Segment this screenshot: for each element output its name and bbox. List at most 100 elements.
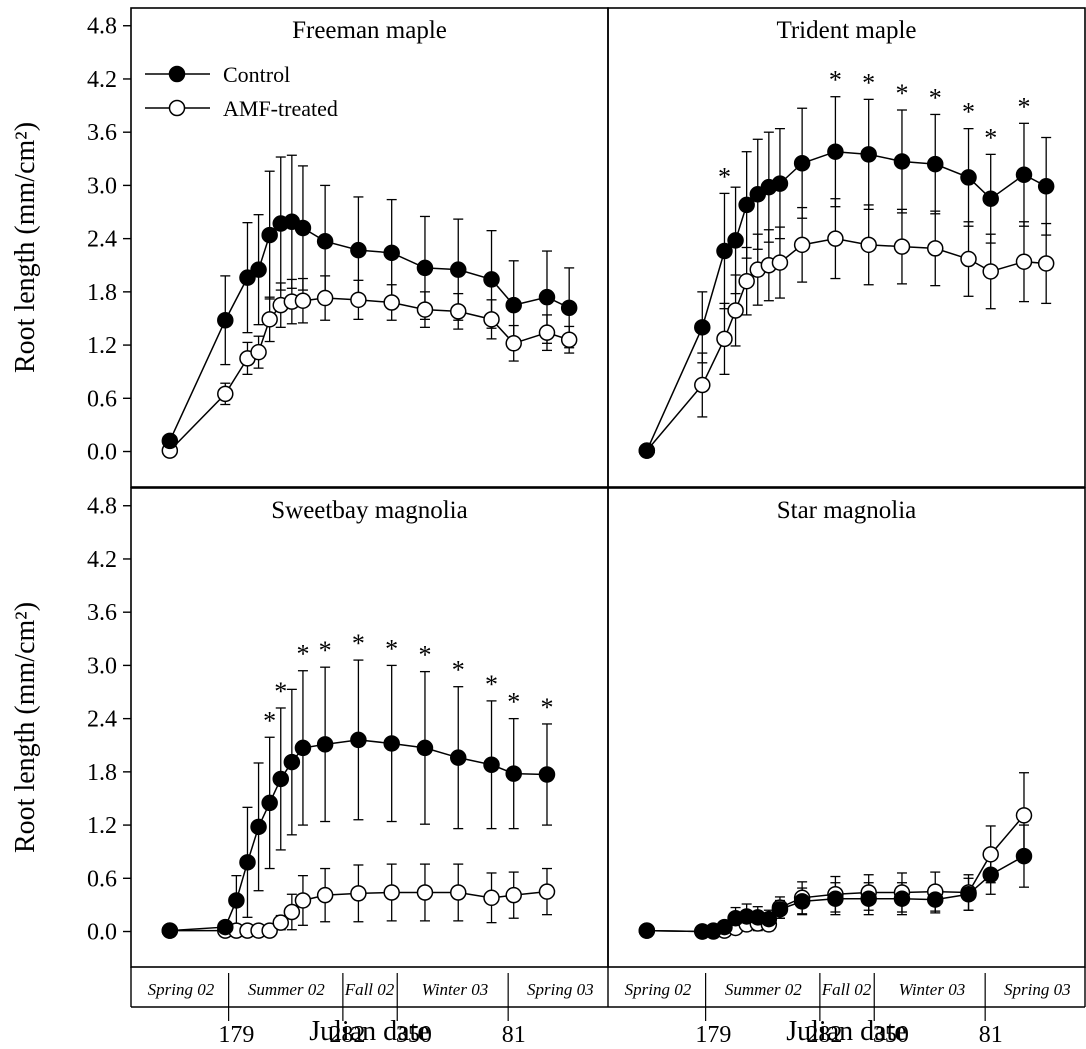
significance-marker: *	[418, 641, 431, 670]
y-tick-label: 1.2	[87, 333, 117, 359]
y-tick-label: 1.8	[87, 760, 117, 786]
amf-point	[860, 236, 877, 254]
control-point	[316, 736, 334, 753]
control-point	[1037, 178, 1055, 195]
amf-point	[316, 886, 334, 904]
control-point	[860, 146, 877, 163]
amf-point	[449, 884, 467, 901]
control-point	[538, 766, 556, 783]
control-point	[926, 155, 944, 173]
control-point	[416, 259, 434, 277]
amf-point	[217, 385, 234, 403]
control-point	[771, 901, 789, 918]
control-series-line	[169, 220, 570, 442]
control-point	[250, 818, 267, 836]
significance-marker: *	[296, 640, 309, 669]
significance-marker: *	[507, 688, 520, 717]
control-point	[250, 261, 267, 278]
control-point	[383, 735, 400, 752]
control-point	[239, 269, 256, 286]
control-point	[316, 233, 334, 250]
amf-point	[350, 291, 367, 309]
amf-point	[982, 846, 999, 863]
significance-marker: *	[452, 656, 465, 685]
y-tick-label: 2.4	[87, 707, 117, 733]
legend: Control AMF-treated	[145, 62, 338, 121]
amf-point	[694, 376, 711, 394]
y-tick-label: 3.0	[87, 653, 117, 679]
x-tick-label: 282	[329, 1022, 365, 1048]
season-label: Summer 02	[248, 980, 325, 999]
panel-frame	[130, 487, 609, 968]
control-point	[982, 190, 999, 207]
amf-point	[926, 240, 944, 257]
amf-point	[982, 263, 999, 280]
control-point	[228, 892, 245, 909]
panel-frame	[130, 7, 609, 488]
control-point	[261, 226, 278, 244]
control-point	[694, 319, 711, 336]
control-point	[350, 731, 367, 749]
control-point	[926, 891, 944, 908]
amf-point	[261, 922, 278, 939]
season-label: Summer 02	[725, 980, 802, 999]
panel-title: Star magnolia	[777, 497, 917, 524]
amf-point	[1015, 253, 1033, 270]
y-tick-label: 4.8	[87, 494, 117, 520]
amf-point	[771, 254, 789, 271]
control-point	[727, 232, 744, 249]
y-tick-label: 2.4	[87, 227, 117, 253]
control-point	[294, 219, 312, 237]
significance-marker: *	[962, 98, 975, 127]
amf-point	[716, 330, 733, 348]
y-tick-label: 3.6	[87, 120, 117, 146]
amf-point	[827, 230, 844, 247]
amf-point	[416, 301, 434, 318]
season-label: Spring 03	[1004, 980, 1071, 999]
control-point	[217, 918, 234, 936]
control-point	[449, 749, 467, 766]
amf-point	[294, 892, 312, 909]
amf-point	[893, 238, 911, 255]
season-label: Winter 03	[899, 980, 966, 999]
x-axis-title: Julian date	[309, 1016, 430, 1047]
control-point	[716, 242, 733, 260]
control-point	[982, 866, 999, 883]
amf-point	[738, 272, 755, 290]
panel-title: Freeman maple	[292, 17, 447, 44]
significance-marker: *	[929, 83, 942, 112]
amf-point	[560, 331, 578, 349]
control-point	[239, 854, 256, 871]
significance-marker: *	[585, 0, 598, 6]
x-tick-label: 350	[396, 1022, 432, 1048]
y-tick-label: 3.6	[87, 600, 117, 626]
control-point	[483, 271, 500, 288]
significance-marker: *	[319, 636, 332, 665]
amf-point	[538, 324, 556, 341]
amf-point	[261, 311, 278, 328]
y-tick-label: 1.8	[87, 280, 117, 306]
control-point	[261, 794, 278, 812]
amf-point	[793, 236, 811, 254]
control-point	[638, 922, 656, 939]
amf-point	[416, 884, 434, 901]
significance-marker: *	[862, 68, 875, 97]
amf-point	[383, 884, 400, 901]
control-point	[716, 918, 733, 936]
control-point	[960, 169, 977, 186]
x-tick-label: 282	[806, 1022, 842, 1048]
control-point	[793, 893, 811, 910]
control-point	[1015, 847, 1033, 865]
significance-marker: *	[540, 693, 553, 722]
control-point	[416, 739, 434, 757]
control-point	[538, 288, 556, 306]
amf-point	[350, 885, 367, 902]
y-tick-label: 0.6	[87, 386, 117, 412]
legend-label: Control	[223, 62, 290, 87]
control-point	[827, 890, 844, 907]
y-tick-label: 0.0	[87, 440, 117, 466]
legend-label: AMF-treated	[223, 96, 338, 121]
amf-point	[294, 292, 312, 309]
control-point	[505, 296, 522, 314]
